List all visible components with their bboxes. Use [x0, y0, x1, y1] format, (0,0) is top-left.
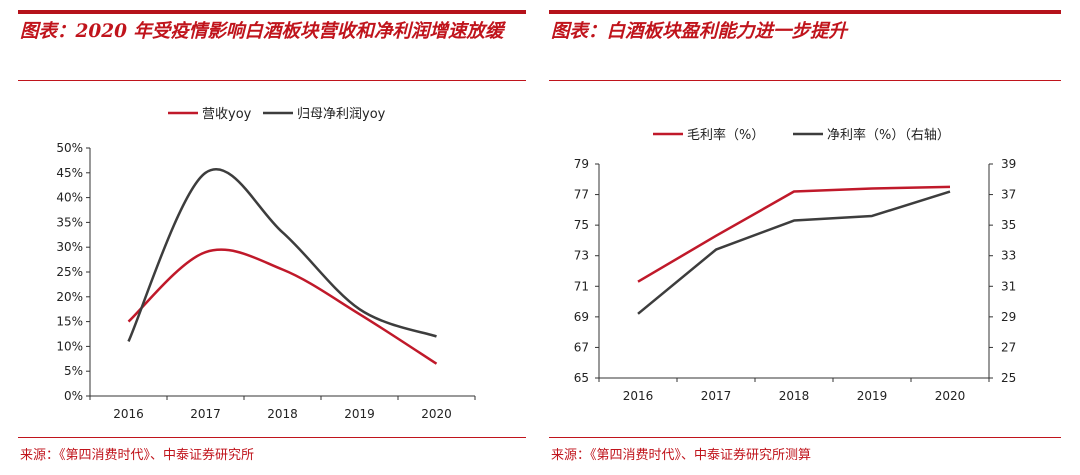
left-panel: 图表：2020 年受疫情影响白酒板块营收和净利润增速放缓 营收yoy 归母净利润y…	[18, 0, 526, 475]
title-divider	[18, 80, 526, 81]
y-tick-label: 40%	[56, 191, 83, 205]
x-tick-label: 2018	[267, 407, 298, 421]
right-y-tick-label: 35	[1001, 218, 1016, 232]
y-tick-label: 5%	[64, 364, 83, 378]
title-divider	[549, 80, 1061, 81]
right-y-tick-label: 37	[1001, 188, 1016, 202]
left-y-tick-label: 65	[574, 371, 589, 385]
left-chart-title: 图表：2020 年受疫情影响白酒板块营收和净利润增速放缓	[20, 21, 504, 42]
x-tick-label: 2017	[190, 407, 221, 421]
y-tick-label: 10%	[56, 339, 83, 353]
left-source-note: 来源：《第四消费时代》、中泰证券研究所	[20, 448, 255, 463]
source-divider	[549, 437, 1061, 438]
x-tick-label: 2020	[935, 389, 966, 403]
right-y-tick-label: 25	[1001, 371, 1016, 385]
right-y-tick-label: 31	[1001, 279, 1016, 293]
x-tick-label: 2018	[779, 389, 810, 403]
x-tick-label: 2019	[344, 407, 375, 421]
y-tick-label: 0%	[64, 389, 83, 403]
legend-label: 营收yoy	[202, 107, 252, 122]
y-tick-label: 25%	[56, 265, 83, 279]
legend-label: 净利率（%）（右轴）	[827, 127, 950, 143]
left-y-tick-label: 71	[574, 279, 589, 293]
series-line	[637, 190, 951, 315]
legend-label: 毛利率（%）	[687, 127, 764, 143]
y-tick-label: 50%	[56, 141, 83, 155]
right-source-note: 来源：《第四消费时代》、中泰证券研究所测算	[551, 448, 812, 463]
y-tick-label: 15%	[56, 315, 83, 329]
right-chart-title: 图表：白酒板块盈利能力进一步提升	[551, 21, 848, 42]
left-y-tick-label: 73	[574, 249, 589, 263]
y-tick-label: 45%	[56, 166, 83, 180]
revenue-profit-growth-chart: 营收yoy 归母净利润yoy 0% 5% 10% 15% 20% 25% 30% 35% 40% 45…	[56, 107, 476, 421]
x-tick-label: 2019	[857, 389, 888, 403]
top-accent-bar	[549, 10, 1061, 14]
left-y-tick-label: 79	[574, 157, 589, 171]
left-y-tick-label: 67	[574, 340, 589, 354]
left-y-tick-label: 75	[574, 218, 589, 232]
series-line	[637, 185, 951, 283]
right-y-tick-label: 29	[1001, 310, 1016, 324]
x-tick-label: 2016	[623, 389, 654, 403]
top-accent-bar	[18, 10, 526, 14]
series-line	[127, 168, 437, 342]
left-y-tick-label: 77	[574, 188, 589, 202]
legend-label: 归母净利润yoy	[297, 107, 386, 122]
x-tick-label: 2020	[421, 407, 452, 421]
y-tick-label: 30%	[56, 240, 83, 254]
y-tick-label: 20%	[56, 290, 83, 304]
series-line	[127, 248, 438, 365]
right-panel: 图表：白酒板块盈利能力进一步提升 毛利率（%） 净利率（%）（右轴） 65 67 69 7…	[549, 0, 1061, 475]
right-y-tick-label: 33	[1001, 249, 1016, 263]
right-y-tick-label: 39	[1001, 157, 1016, 171]
left-y-tick-label: 69	[574, 310, 589, 324]
x-tick-label: 2016	[113, 407, 144, 421]
y-tick-label: 35%	[56, 215, 83, 229]
profitability-chart: 毛利率（%） 净利率（%）（右轴） 65 67 69 71 73 75 77 79 25 27 29 31…	[574, 127, 1017, 403]
x-tick-label: 2017	[701, 389, 732, 403]
source-divider	[18, 437, 526, 438]
right-y-tick-label: 27	[1001, 340, 1016, 354]
